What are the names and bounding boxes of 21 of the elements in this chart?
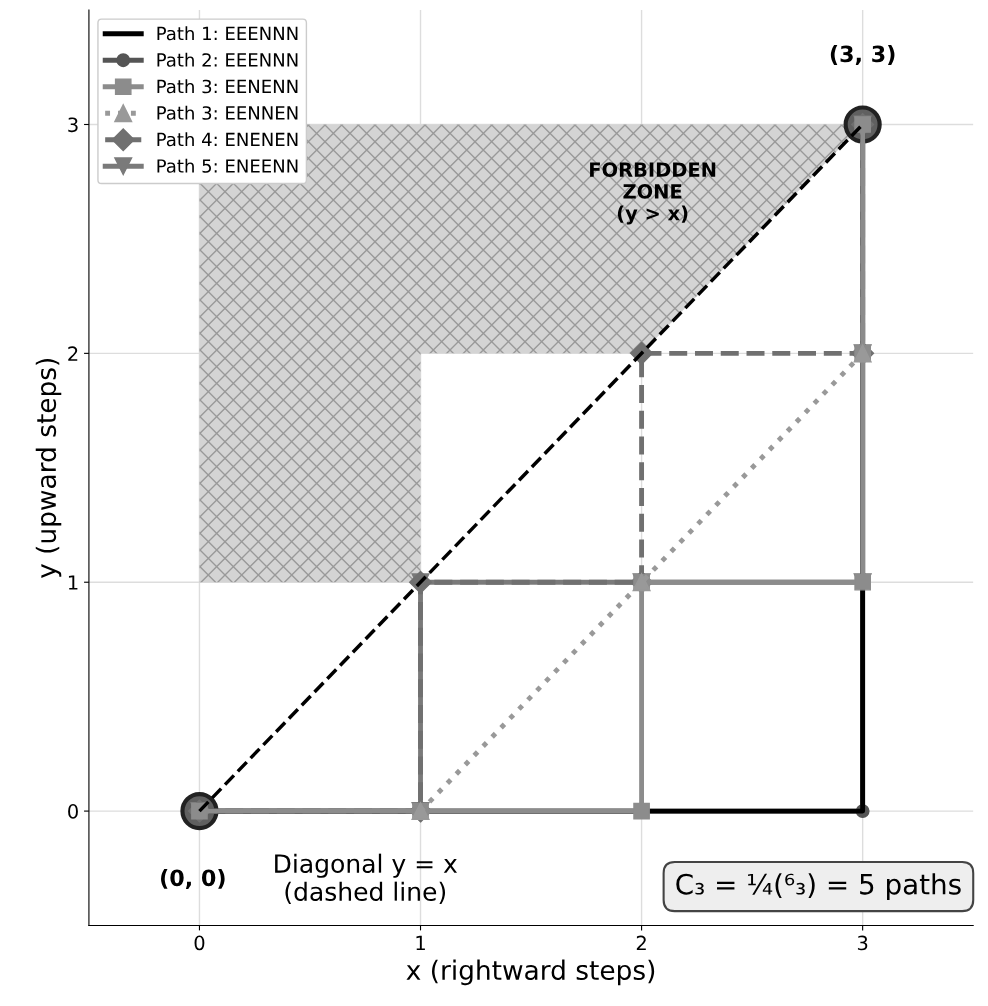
x-tick-label: 2 xyxy=(636,935,646,951)
y-tick-label: 1 xyxy=(68,575,78,590)
legend-label: Path 3: EENNEN xyxy=(157,105,298,120)
x-tick-label: 3 xyxy=(857,935,868,951)
annotation: (0, 0) xyxy=(161,869,225,890)
annotation: (3, 3) xyxy=(830,45,895,66)
y-tick-label: 0 xyxy=(68,804,78,819)
x-axis-title: x (rightward steps) xyxy=(406,959,655,986)
x-tick-label: 0 xyxy=(194,935,205,951)
annotation: Diagonal y = x (dashed line) xyxy=(275,853,458,904)
x-tick-label: 1 xyxy=(416,935,425,951)
legend-label: Path 1: EEENNN xyxy=(157,26,298,41)
annotation: C₃ = ¼(⁶₃) = 5 paths xyxy=(676,873,961,901)
annotation: FORBIDDEN ZONE (y > x) xyxy=(590,162,716,225)
legend-label: Path 2: EEENNN xyxy=(157,52,298,67)
y-tick-label: 2 xyxy=(68,346,78,361)
legend-label: Path 4: ENENEN xyxy=(157,132,298,147)
legend-label: Path 3: EENENN xyxy=(157,79,298,94)
y-tick-label: 3 xyxy=(68,117,78,133)
y-axis-title: y (upward steps) xyxy=(35,358,62,579)
legend-label: Path 5: ENEENN xyxy=(157,158,298,173)
